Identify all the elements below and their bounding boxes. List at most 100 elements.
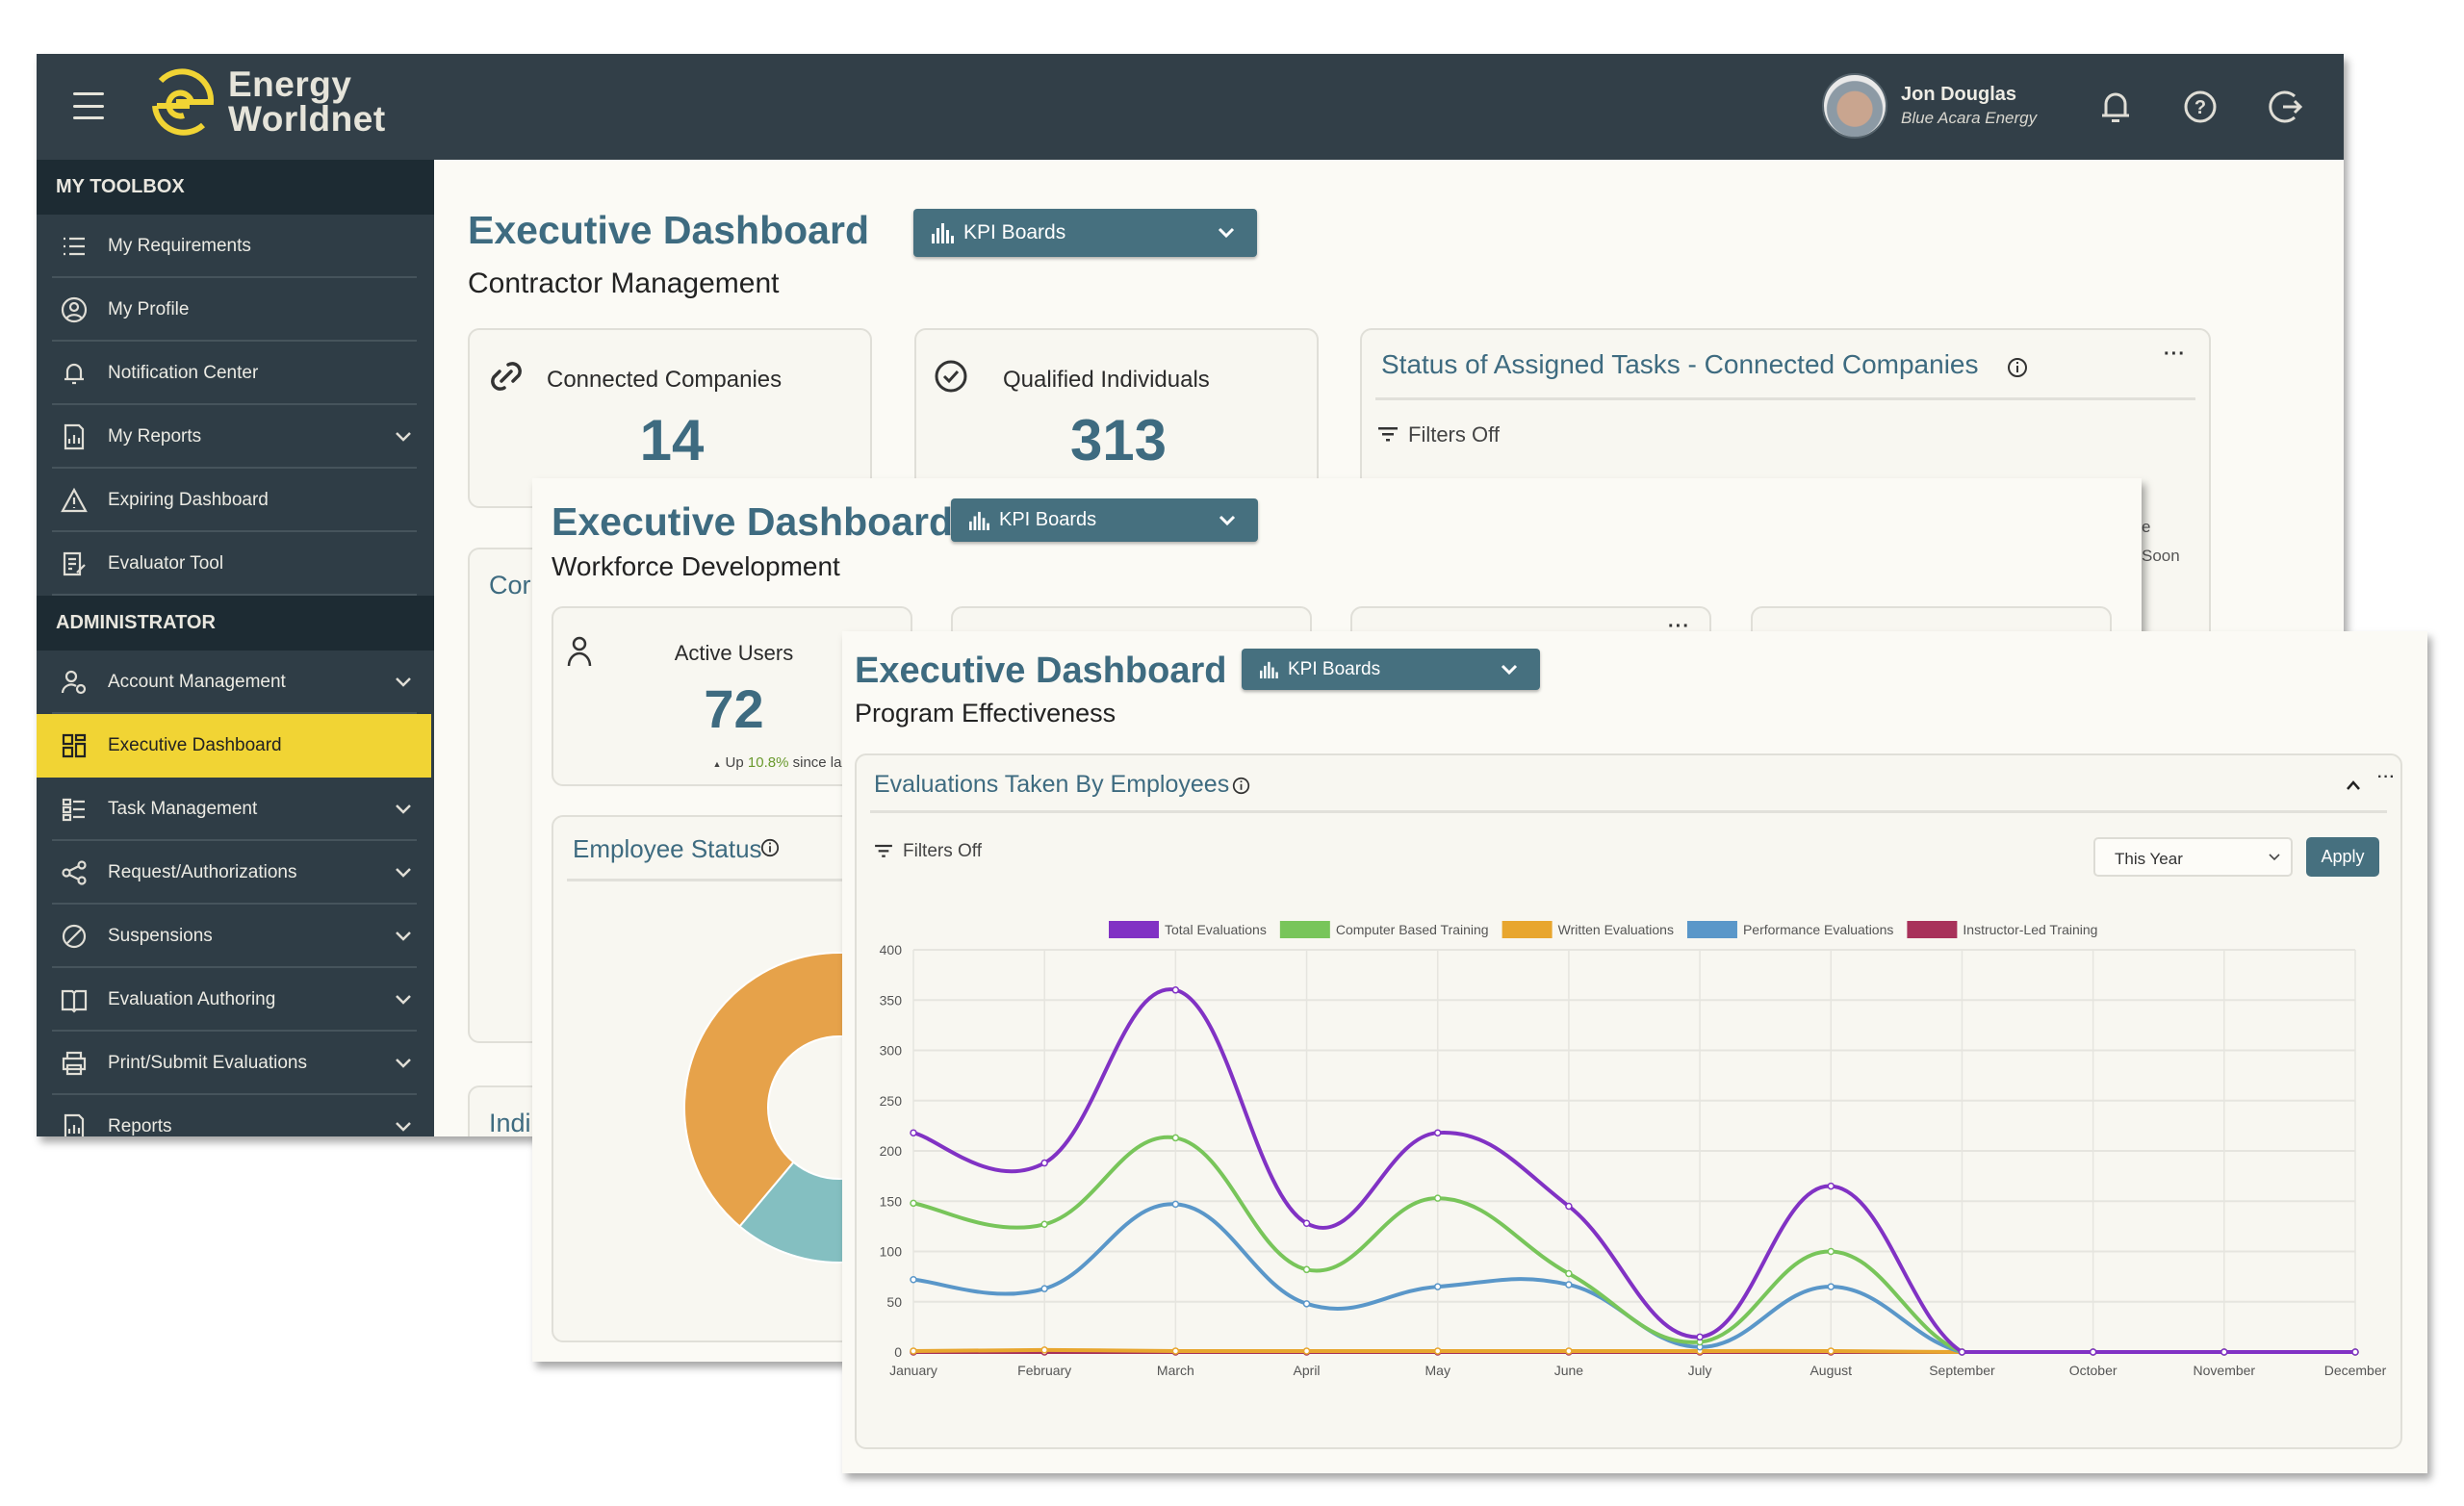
sidebar-item-evaluation-authoring[interactable]: Evaluation Authoring: [37, 968, 434, 1032]
filters-toggle[interactable]: Filters Off: [1377, 422, 1500, 447]
data-point[interactable]: [1302, 1219, 1311, 1227]
data-point[interactable]: [1040, 1220, 1048, 1229]
legend-label[interactable]: Computer Based Training: [1336, 922, 1489, 937]
sidebar-item-executive-dashboard[interactable]: Executive Dashboard: [37, 714, 431, 778]
data-point[interactable]: [1040, 1285, 1048, 1292]
qualified-individuals-card[interactable]: Qualified Individuals 313: [914, 328, 1319, 508]
data-point[interactable]: [1433, 1283, 1442, 1290]
data-point[interactable]: [2089, 1348, 2097, 1356]
sidebar-item-account-management[interactable]: Account Management: [37, 651, 434, 714]
series-line-total-evaluations[interactable]: [912, 987, 2355, 1354]
data-point[interactable]: [910, 1129, 917, 1136]
data-point[interactable]: [2220, 1348, 2228, 1356]
data-point[interactable]: [1565, 1281, 1573, 1289]
data-point[interactable]: [1302, 1265, 1311, 1274]
collapse-chevron-icon[interactable]: [2345, 779, 2362, 792]
legend-label[interactable]: Performance Evaluations: [1743, 922, 1893, 937]
legend-label[interactable]: Total Evaluations: [1165, 922, 1267, 937]
data-point[interactable]: [1433, 1347, 1442, 1355]
sidebar-item-suspensions[interactable]: Suspensions: [37, 905, 434, 968]
more-options-icon[interactable]: ···: [2377, 769, 2396, 785]
more-options-icon[interactable]: ···: [2164, 344, 2186, 365]
x-tick-label: August: [1810, 1363, 1852, 1378]
user-gear-icon: [60, 668, 89, 697]
info-icon[interactable]: [2007, 357, 2028, 378]
series-line-computer-based-training[interactable]: [912, 1135, 2355, 1354]
legend-swatch[interactable]: [1502, 921, 1553, 938]
bell-icon[interactable]: [2095, 87, 2136, 127]
y-tick-label: 200: [880, 1143, 903, 1159]
data-point[interactable]: [1171, 986, 1180, 994]
kpi-boards-dropdown[interactable]: KPI Boards: [951, 498, 1258, 542]
legend-label[interactable]: Instructor-Led Training: [1963, 922, 2097, 937]
filters-toggle[interactable]: Filters Off: [874, 841, 982, 862]
data-point[interactable]: [1827, 1247, 1835, 1256]
chevron-down-icon[interactable]: [394, 426, 413, 446]
user-menu[interactable]: Jon Douglas Blue Acara Energy: [1822, 73, 2037, 139]
data-point[interactable]: [1040, 1159, 1048, 1167]
sidebar-item-evaluator-tool[interactable]: Evaluator Tool: [37, 532, 434, 596]
bar-chart-icon: [1260, 661, 1278, 678]
data-point[interactable]: [1565, 1269, 1573, 1278]
data-point[interactable]: [1433, 1194, 1442, 1202]
data-point[interactable]: [1302, 1300, 1311, 1308]
sidebar-item-request-authorizations[interactable]: Request/Authorizations: [37, 841, 434, 905]
chevron-down-icon[interactable]: [394, 1053, 413, 1072]
sidebar-item-reports[interactable]: Reports: [37, 1095, 434, 1136]
top-bar: Energy Worldnet Jon Douglas Blue Acara Ene…: [37, 54, 2344, 160]
menu-icon[interactable]: [73, 92, 104, 119]
help-icon[interactable]: ?: [2180, 87, 2220, 127]
kpi-boards-dropdown[interactable]: KPI Boards: [913, 209, 1257, 257]
data-point[interactable]: [1827, 1347, 1835, 1355]
legend-swatch[interactable]: [1109, 921, 1159, 938]
legend-swatch[interactable]: [1907, 921, 1958, 938]
logout-icon[interactable]: [2266, 87, 2306, 127]
data-point[interactable]: [1171, 1200, 1180, 1209]
y-tick-label: 350: [880, 992, 903, 1008]
data-point[interactable]: [910, 1347, 917, 1355]
data-point[interactable]: [2351, 1348, 2359, 1356]
data-point[interactable]: [1040, 1346, 1048, 1354]
legend-swatch[interactable]: [1279, 921, 1330, 938]
info-icon[interactable]: [1232, 777, 1250, 795]
sidebar-item-my-profile[interactable]: My Profile: [37, 278, 434, 342]
data-point[interactable]: [1565, 1347, 1573, 1355]
data-point[interactable]: [1827, 1283, 1835, 1290]
chevron-down-icon[interactable]: [394, 799, 413, 818]
data-point[interactable]: [1171, 1347, 1180, 1355]
legend-swatch[interactable]: [1686, 921, 1737, 938]
info-icon[interactable]: [760, 838, 780, 857]
data-point[interactable]: [1696, 1333, 1704, 1341]
data-point[interactable]: [1827, 1182, 1835, 1190]
sidebar-item-my-requirements[interactable]: My Requirements: [37, 215, 434, 278]
logo[interactable]: Energy Worldnet: [147, 66, 386, 137]
data-point[interactable]: [1565, 1202, 1573, 1211]
kpi-boards-dropdown[interactable]: KPI Boards: [1242, 649, 1540, 690]
avatar[interactable]: [1822, 73, 1887, 139]
data-point[interactable]: [910, 1199, 917, 1208]
sidebar-item-notification-center[interactable]: Notification Center: [37, 342, 434, 405]
x-tick-label: September: [1929, 1363, 1995, 1378]
sidebar-item-task-management[interactable]: Task Management: [37, 778, 434, 841]
energy-worldnet-logo-icon: [152, 68, 215, 136]
user-circle-icon: [60, 295, 89, 324]
period-select[interactable]: This Year: [2093, 837, 2293, 877]
chevron-down-icon[interactable]: [394, 989, 413, 1008]
data-point[interactable]: [910, 1276, 917, 1284]
chevron-down-icon[interactable]: [394, 672, 413, 691]
sidebar-item-my-reports[interactable]: My Reports: [37, 405, 434, 469]
sidebar-item-print-submit-evaluations[interactable]: Print/Submit Evaluations: [37, 1032, 434, 1095]
sidebar-item-expiring-dashboard[interactable]: Expiring Dashboard: [37, 469, 434, 532]
series-line-performance-evaluations[interactable]: [912, 1202, 2355, 1354]
apply-button[interactable]: Apply: [2306, 837, 2379, 877]
chevron-down-icon[interactable]: [394, 862, 413, 881]
sidebar-item-label: Request/Authorizations: [108, 862, 297, 882]
data-point[interactable]: [1433, 1129, 1442, 1136]
data-point[interactable]: [1958, 1348, 1966, 1356]
legend-label[interactable]: Written Evaluations: [1558, 922, 1674, 937]
data-point[interactable]: [1302, 1347, 1311, 1355]
chevron-down-icon[interactable]: [394, 926, 413, 945]
connected-companies-card[interactable]: Connected Companies 14: [468, 328, 872, 508]
data-point[interactable]: [1171, 1134, 1180, 1142]
chevron-down-icon[interactable]: [394, 1116, 413, 1136]
